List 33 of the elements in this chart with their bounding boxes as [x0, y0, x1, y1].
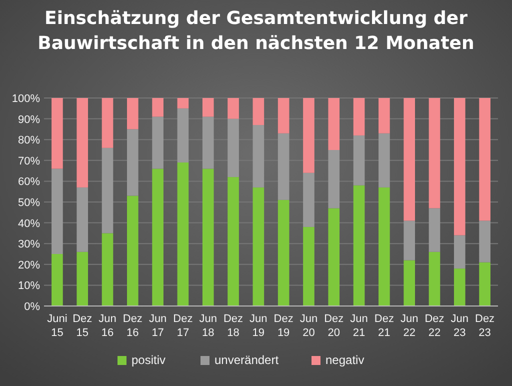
x-tick-label: Jun 18	[199, 313, 217, 339]
x-tick-label: Jun 19	[250, 313, 268, 339]
x-tick-label: Dez 19	[274, 313, 294, 339]
x-tick-label: Dez 18	[223, 313, 244, 339]
y-tick-label: 60%	[18, 176, 40, 188]
legend-label: negativ	[326, 353, 364, 367]
y-tick-label: 90%	[18, 114, 40, 126]
x-tick-label: Jun 22	[400, 313, 418, 339]
y-tick-label: 40%	[18, 218, 40, 230]
x-tick-label: Jun 23	[450, 313, 469, 339]
x-tick-label: Jun 16	[98, 313, 116, 339]
y-tick-label: 10%	[18, 280, 40, 292]
x-tick-label: Jun 17	[148, 313, 167, 339]
y-tick-label: 70%	[18, 155, 40, 168]
x-tick-label: Juni 15	[47, 313, 68, 339]
chart-title: Einschätzung der Gesamtentwicklung der Bauwirtschaft in den nächsten 12 Monaten	[38, 8, 474, 54]
x-tick-label: Dez 23	[475, 313, 495, 339]
x-tick-label: Dez 15	[72, 313, 92, 339]
legend-label: unverändert	[214, 353, 280, 367]
y-tick-label: 30%	[18, 238, 40, 251]
legend-label: positiv	[132, 353, 166, 367]
y-tick-label: 80%	[18, 134, 40, 147]
x-tick-label: Jun 21	[350, 313, 368, 339]
x-tick-label: Dez 17	[173, 313, 193, 339]
y-tick-label: 50%	[18, 197, 40, 209]
x-tick-label: Dez 20	[324, 313, 344, 339]
y-tick-label: 0%	[24, 301, 40, 313]
x-tick-label: Dez 16	[122, 313, 142, 339]
y-tick-label: 100%	[12, 93, 40, 105]
x-tick-label: Dez 21	[374, 313, 394, 339]
x-tick-label: Jun 20	[300, 313, 318, 339]
x-tick-label: Dez 22	[424, 313, 444, 339]
y-tick-label: 20%	[18, 259, 40, 272]
